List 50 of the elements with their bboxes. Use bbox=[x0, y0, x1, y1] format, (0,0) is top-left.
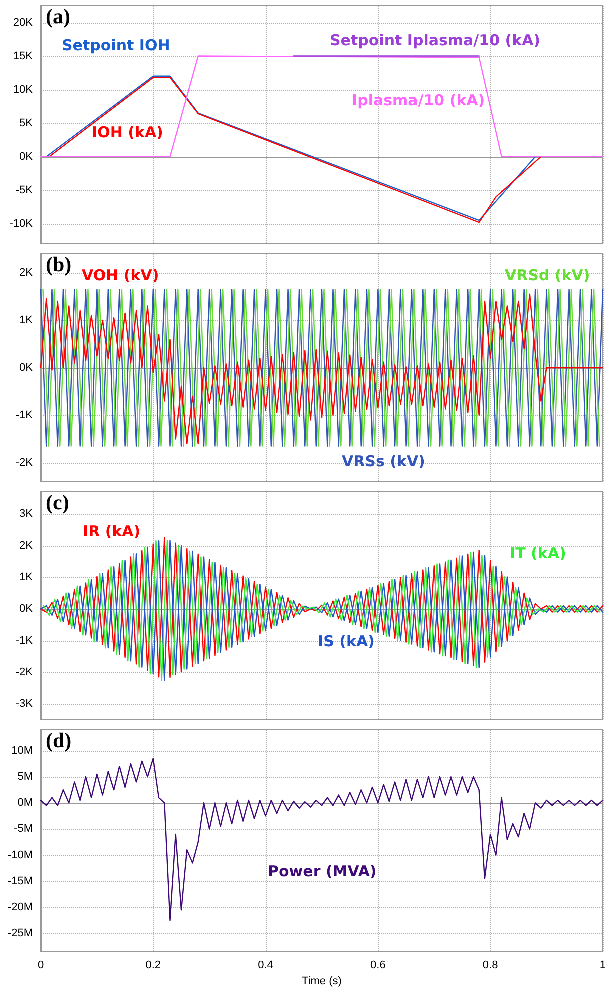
y-tick-label: -5M bbox=[14, 823, 33, 836]
series-label: IOH (kA) bbox=[92, 124, 164, 142]
x-tick-label: 1 bbox=[600, 960, 606, 972]
y-tick-label: -20M bbox=[8, 902, 33, 914]
series-label: Iplasma/10 (kA) bbox=[352, 92, 486, 110]
y-tick-label: -5K bbox=[16, 184, 34, 196]
series-label: IR (kA) bbox=[83, 522, 141, 540]
y-tick-label: 2K bbox=[20, 267, 34, 279]
y-tick-label: -15M bbox=[8, 875, 33, 888]
y-tick-label: 5K bbox=[20, 117, 34, 130]
y-tick-label: -2K bbox=[16, 457, 34, 469]
y-tick-label: -1K bbox=[16, 410, 34, 422]
y-tick-label: 2K bbox=[20, 540, 34, 552]
text: Power (MVA) bbox=[268, 862, 377, 880]
y-tick-label: -10K bbox=[10, 218, 34, 230]
y-tick-label: -1K bbox=[16, 634, 34, 647]
y-tick-label: 1K bbox=[20, 314, 34, 326]
y-tick-label: 0M bbox=[18, 797, 33, 810]
y-tick-label: 3K bbox=[20, 508, 34, 520]
line-series bbox=[40, 758, 604, 922]
y-tick-label: 0K bbox=[20, 603, 34, 616]
x-tick-label: 0.4 bbox=[258, 960, 274, 972]
y-tick-label: 15K bbox=[13, 50, 34, 62]
series-label: Setpoint Iplasma/10 (kA) bbox=[330, 32, 541, 50]
y-tick-label: -2K bbox=[16, 666, 34, 678]
series-label: Setpoint IOH bbox=[62, 36, 170, 54]
x-tick-label: 0.6 bbox=[370, 960, 386, 972]
chart-title: (c) bbox=[46, 490, 70, 514]
x-tick-label: 0 bbox=[38, 960, 44, 972]
series-label: IS (kA) bbox=[318, 632, 375, 650]
y-tick-label: 20K bbox=[13, 16, 34, 29]
y-tick-label: 0K bbox=[20, 362, 34, 374]
series-label: VOH (kV) bbox=[82, 266, 160, 284]
y-tick-label: -3K bbox=[16, 698, 34, 710]
y-tick-label: 1K bbox=[20, 572, 34, 584]
y-tick-label: 10M bbox=[12, 744, 33, 757]
series-label: VRSs (kV) bbox=[342, 452, 426, 470]
y-tick-label: 0K bbox=[20, 150, 34, 163]
x-tick-label: 0.2 bbox=[146, 960, 162, 972]
y-tick-label: -10M bbox=[8, 849, 33, 862]
series-label: VRSd (kV) bbox=[505, 266, 590, 284]
x-tick-label: 0.8 bbox=[482, 960, 498, 972]
x-axis-title: Time (s) bbox=[302, 975, 342, 988]
chart-title: (d) bbox=[46, 728, 72, 752]
y-tick-label: 5M bbox=[18, 771, 33, 784]
chart-title: (b) bbox=[46, 252, 72, 276]
series-label: IT (kA) bbox=[510, 544, 566, 562]
y-tick-label: 10K bbox=[13, 84, 34, 96]
chart-title: (a) bbox=[46, 4, 70, 28]
y-tick-label: -25M bbox=[8, 928, 33, 940]
